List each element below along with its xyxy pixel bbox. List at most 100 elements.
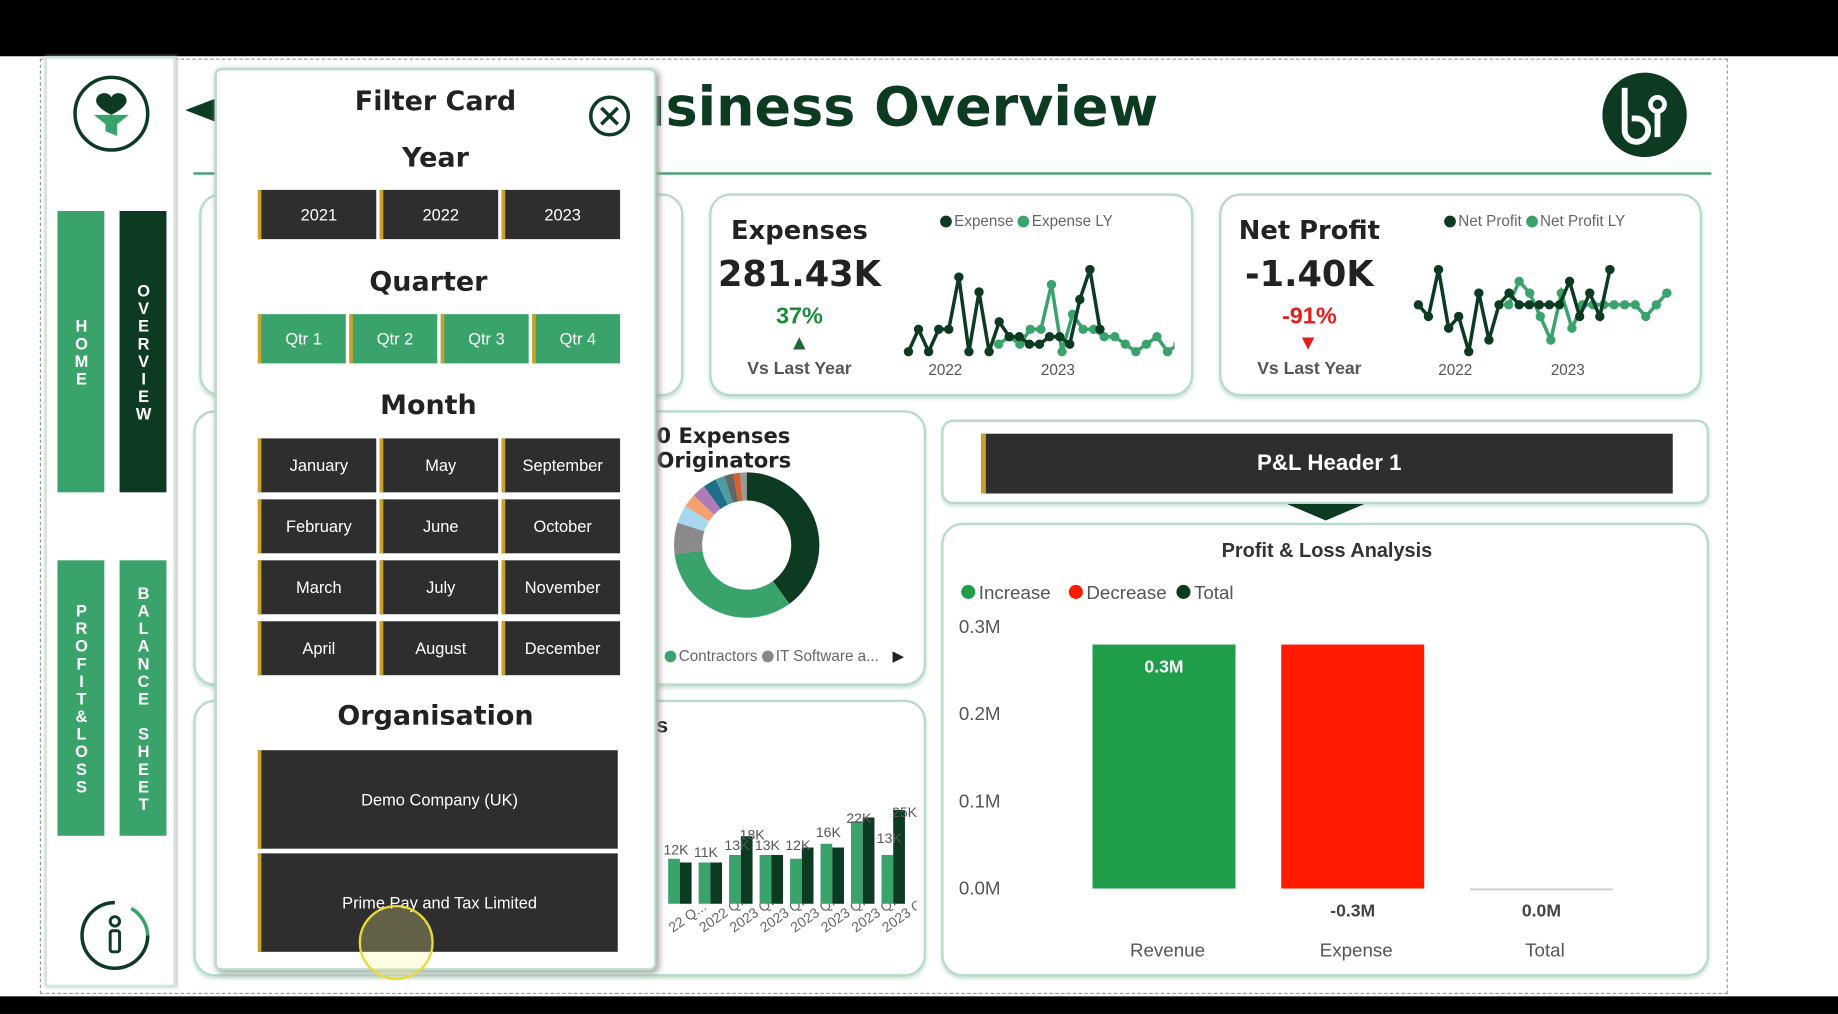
column-bar — [851, 821, 863, 904]
filter-option-button[interactable]: December — [501, 621, 621, 676]
filter-option-button[interactable]: Qtr 1 — [257, 314, 346, 364]
filter-option-button[interactable]: Qtr 4 — [532, 314, 621, 364]
ly-series-point — [1567, 323, 1577, 333]
nav-home-button[interactable]: HOME — [57, 210, 105, 493]
filter-option-button[interactable]: January — [257, 438, 377, 493]
legend-next-arrow-icon[interactable]: ▶ — [892, 647, 905, 665]
bi-logo-icon — [1602, 72, 1687, 158]
columns-title: s — [656, 713, 669, 738]
column-bar — [790, 858, 802, 904]
filter-option-button[interactable]: 2022 — [379, 189, 499, 240]
filter-option-button[interactable]: April — [257, 621, 377, 676]
expenses-change: 37% — [775, 303, 823, 330]
current-series-point — [1474, 288, 1484, 298]
donut-chart — [674, 472, 820, 618]
pl-x-tick: Total — [1525, 940, 1565, 961]
current-series-point — [1494, 300, 1504, 310]
cursor-highlight — [358, 904, 434, 980]
filter-option-button[interactable]: Prime Pay and Tax Limited — [257, 853, 618, 952]
nav-profit-loss-button[interactable]: PROFIT&LOSS — [57, 560, 105, 836]
column-bar — [710, 862, 723, 904]
top-black-bar — [0, 0, 1838, 57]
net-profit-vs-label: Vs Last Year — [1257, 358, 1362, 379]
expenses-vs-label: Vs Last Year — [747, 358, 852, 379]
current-series-line — [1417, 269, 1612, 353]
pl-bar-expense — [1281, 644, 1425, 889]
column-bar — [679, 862, 692, 904]
pl-header-button[interactable]: P&L Header 1 — [981, 433, 1673, 494]
filter-title: Filter Card — [354, 86, 517, 118]
ly-series-point — [1057, 346, 1067, 357]
pl-x-tick: Revenue — [1130, 940, 1205, 961]
current-series-point — [974, 287, 984, 297]
legend-dot — [1068, 584, 1083, 599]
current-series-point — [1544, 300, 1555, 310]
filter-option-button[interactable]: July — [379, 560, 499, 615]
current-series-point — [1433, 264, 1444, 275]
ly-series-point — [1078, 324, 1088, 334]
current-series-point — [1504, 288, 1514, 298]
current-series-point — [1034, 339, 1045, 349]
nav-balance-sheet-button[interactable]: BALANCE SHEET — [119, 560, 167, 836]
filter-option-button[interactable]: October — [501, 499, 621, 554]
pl-header-card: P&L Header 1 — [941, 419, 1710, 505]
ly-series-point — [1514, 276, 1524, 287]
close-icon[interactable] — [587, 94, 632, 139]
current-series-point — [954, 272, 964, 282]
current-series-point — [934, 324, 944, 334]
legend-label: Decrease — [1086, 582, 1166, 603]
column-data-label: 16K — [816, 824, 842, 840]
y-tick: 0.3M — [959, 616, 1001, 637]
ly-series-point — [1141, 339, 1152, 349]
pl-data-label: 0.0M — [1522, 901, 1561, 921]
funnel-heart-icon[interactable] — [73, 75, 150, 152]
info-icon[interactable] — [79, 899, 152, 972]
column-data-label: 13K — [724, 837, 750, 853]
current-series-point — [1574, 311, 1585, 322]
filter-option-button[interactable]: November — [501, 560, 621, 615]
y-tick: 0.2M — [959, 703, 1001, 724]
current-series-point — [1075, 294, 1085, 305]
donut-slice — [685, 495, 715, 522]
current-series-point — [1054, 332, 1065, 342]
pl-bar-revenue — [1092, 644, 1236, 889]
filter-option-button[interactable]: Demo Company (UK) — [257, 750, 618, 849]
filter-option-button[interactable]: June — [379, 499, 499, 554]
column-bar — [881, 855, 894, 904]
column-data-label: 12K — [663, 842, 689, 858]
filter-option-button[interactable]: March — [257, 560, 377, 615]
nav-overview-button[interactable]: OVERVIEW — [119, 210, 167, 493]
column-data-label: 25K — [892, 804, 917, 820]
quarter-label: Quarter — [369, 267, 488, 298]
filter-option-button[interactable]: Qtr 3 — [440, 314, 529, 364]
current-series-point — [1413, 300, 1424, 310]
donut-slice — [703, 479, 728, 510]
filter-option-button[interactable]: Qtr 2 — [349, 314, 438, 364]
ly-series-point — [1152, 332, 1162, 342]
column-bar — [740, 836, 753, 904]
organisation-label: Organisation — [337, 700, 534, 732]
legend-dot — [664, 650, 677, 663]
filter-option-button[interactable]: May — [379, 438, 499, 493]
net-profit-card: Net Profit -1.40K -91% ▼ Vs Last Year Ne… — [1219, 193, 1703, 397]
donut-legend: Contractors IT Software a... ▶ — [664, 647, 905, 666]
column-data-label: 22K — [846, 810, 872, 826]
filter-option-button[interactable]: September — [501, 438, 621, 493]
filter-option-button[interactable]: February — [257, 499, 377, 554]
ly-series-point — [994, 339, 1004, 349]
page-frame — [39, 58, 1728, 995]
column-chart: 22 Q...2022 Q...2023 Q...2023 Q...2023 Q… — [663, 804, 917, 935]
month-label: Month — [380, 390, 477, 421]
current-series-point — [1554, 300, 1565, 310]
legend-dot — [961, 584, 976, 599]
filter-option-button[interactable]: 2023 — [501, 189, 621, 240]
pl-analysis-card: Profit & Loss Analysis Increase Decrease To… — [941, 522, 1710, 977]
filter-card: Filter Card Year 2021 2022 2023 Quarter Qt… — [214, 67, 657, 971]
pl-data-label: 0.3M — [1144, 657, 1183, 677]
filter-option-button[interactable]: 2021 — [257, 189, 377, 240]
header-divider — [193, 172, 1712, 175]
donut-slice — [739, 472, 747, 501]
current-series-point — [1585, 288, 1595, 298]
expenses-value: 281.43K — [717, 254, 881, 296]
filter-option-button[interactable]: August — [379, 621, 499, 676]
